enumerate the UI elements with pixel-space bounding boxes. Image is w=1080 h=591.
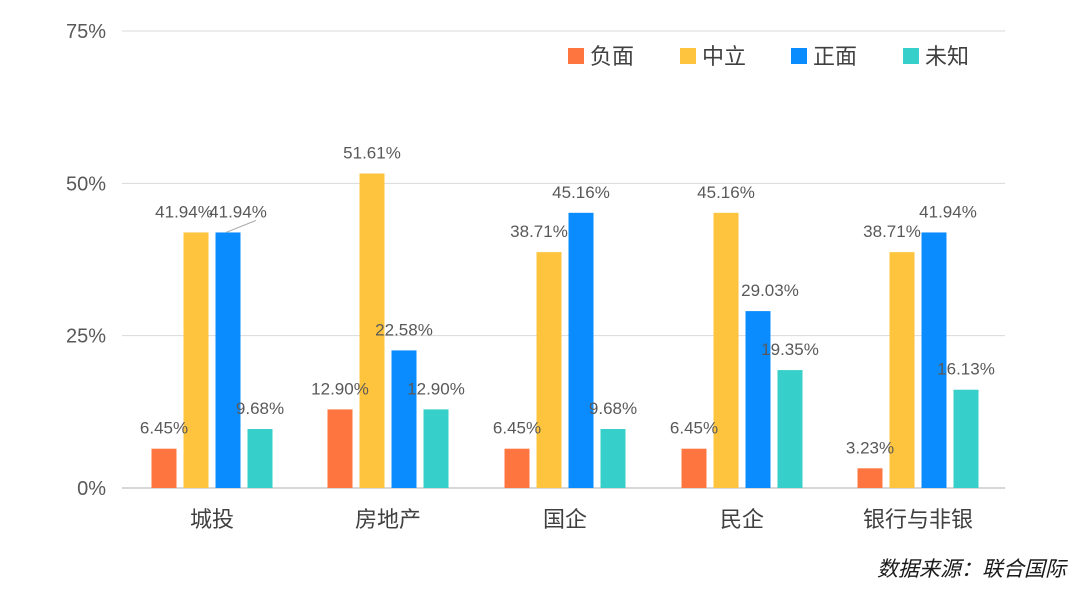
data-label: 41.94% xyxy=(209,202,267,221)
bar-中立-城投 xyxy=(183,232,209,488)
data-label: 6.45% xyxy=(670,419,718,438)
bar-未知-民企 xyxy=(777,370,803,488)
data-label: 45.16% xyxy=(552,183,610,202)
data-label: 45.16% xyxy=(697,183,755,202)
legend-label: 中立 xyxy=(702,45,746,70)
x-category-label: 城投 xyxy=(190,508,234,533)
bar-正面-房地产 xyxy=(391,350,417,488)
data-label: 41.94% xyxy=(155,202,213,221)
data-label: 6.45% xyxy=(140,419,188,438)
data-label: 9.68% xyxy=(236,399,284,418)
bar-负面-国企 xyxy=(504,448,530,488)
bar-正面-国企 xyxy=(568,212,594,488)
legend: 负面 中立 正面 未知 xyxy=(568,45,969,70)
y-axis: 0% 25% 50% 75% xyxy=(66,21,106,500)
leader-line xyxy=(225,219,257,233)
y-tick-label: 50% xyxy=(66,173,106,195)
data-label: 29.03% xyxy=(741,281,799,300)
bar-中立-民企 xyxy=(713,212,739,488)
bars xyxy=(151,173,979,488)
bar-正面-民企 xyxy=(745,311,771,488)
data-label: 3.23% xyxy=(846,438,894,457)
data-label: 6.45% xyxy=(493,419,541,438)
x-category-label: 房地产 xyxy=(355,508,421,533)
data-label: 9.68% xyxy=(589,399,637,418)
data-label: 22.58% xyxy=(375,320,433,339)
data-label: 16.13% xyxy=(937,360,995,379)
bar-中立-国企 xyxy=(536,252,562,488)
data-label: 12.90% xyxy=(407,379,465,398)
legend-swatch-未知 xyxy=(903,48,919,64)
legend-label: 未知 xyxy=(925,45,969,70)
bar-未知-城投 xyxy=(247,429,273,488)
data-labels: 6.45% 12.90% 6.45% 6.45% 3.23% 41.94% 51.61% 38… xyxy=(140,144,995,458)
data-label: 51.61% xyxy=(343,144,401,163)
bar-负面-房地产 xyxy=(327,409,353,488)
legend-swatch-正面 xyxy=(791,48,807,64)
legend-swatch-中立 xyxy=(680,48,696,64)
data-label: 38.71% xyxy=(510,222,568,241)
bar-未知-国企 xyxy=(600,429,626,488)
bar-中立-房地产 xyxy=(359,173,385,488)
y-tick-label: 75% xyxy=(66,21,106,43)
data-label: 41.94% xyxy=(919,202,977,221)
y-tick-label: 0% xyxy=(77,478,106,500)
source-note: 数据来源：联合国际 xyxy=(877,557,1066,581)
bar-负面-银行与非银 xyxy=(857,468,883,488)
legend-label: 负面 xyxy=(590,45,634,70)
gridlines xyxy=(122,30,1005,489)
bar-负面-民企 xyxy=(681,448,707,488)
bar-正面-银行与非银 xyxy=(921,232,947,488)
bar-负面-城投 xyxy=(151,448,177,488)
data-label: 12.90% xyxy=(311,379,369,398)
x-category-label: 银行与非银 xyxy=(863,508,973,533)
x-category-label: 国企 xyxy=(543,508,587,533)
data-label: 38.71% xyxy=(863,222,921,241)
bar-中立-银行与非银 xyxy=(889,252,915,488)
y-tick-label: 25% xyxy=(66,326,106,348)
bar-正面-城投 xyxy=(215,232,241,488)
bar-未知-房地产 xyxy=(423,409,449,488)
bar-未知-银行与非银 xyxy=(953,389,979,488)
x-category-label: 民企 xyxy=(720,508,764,533)
legend-label: 正面 xyxy=(813,45,857,70)
data-label: 19.35% xyxy=(761,340,819,359)
x-axis: 城投 房地产 国企 民企 银行与非银 xyxy=(190,508,973,533)
legend-swatch-负面 xyxy=(568,48,584,64)
